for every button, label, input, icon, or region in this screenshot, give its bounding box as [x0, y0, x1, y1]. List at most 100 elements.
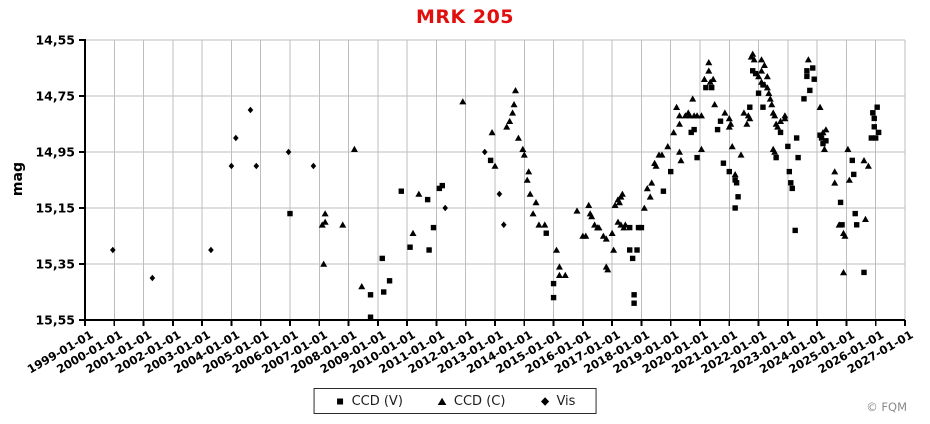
data-point-ccd-c [585, 201, 593, 208]
data-point-ccd-c [618, 190, 626, 197]
svg-text:15,55: 15,55 [35, 313, 75, 328]
data-point-ccd-c [595, 224, 603, 231]
data-point-ccd-v [631, 292, 637, 298]
data-point-ccd-v [386, 278, 393, 284]
data-point-vis [247, 106, 254, 114]
data-point-ccd-c [860, 157, 868, 164]
data-point-ccd-v [688, 129, 694, 136]
data-point-ccd-v [714, 126, 721, 133]
legend-item-ccd-v: CCD (V) [335, 394, 403, 409]
data-point-ccd-c [709, 75, 717, 82]
data-point-ccd-c [615, 199, 623, 206]
data-point-ccd-c [831, 168, 839, 175]
data-point-ccd-v [747, 104, 753, 110]
data-point-ccd-v [795, 154, 801, 161]
data-point-ccd-c [541, 221, 549, 228]
data-point-vis [228, 162, 235, 170]
data-point-ccd-v [733, 180, 740, 186]
data-point-vis [442, 204, 449, 212]
data-point-ccd-v [287, 210, 293, 217]
data-point-ccd-c [774, 123, 782, 130]
data-point-ccd-c [705, 59, 713, 66]
data-point-ccd-c [749, 50, 757, 57]
data-point-ccd-c [711, 101, 719, 108]
data-point-ccd-c [555, 271, 563, 278]
data-point-ccd-v [773, 154, 779, 161]
data-point-ccd-v [638, 224, 645, 231]
data-point-ccd-v [873, 135, 879, 141]
data-point-ccd-c [320, 260, 328, 267]
data-point-ccd-c [763, 84, 771, 91]
data-point-ccd-c [321, 218, 329, 225]
data-point-ccd-v [629, 255, 636, 262]
data-point-ccd-c [582, 232, 590, 239]
data-point-vis [481, 148, 488, 156]
data-point-ccd-c [768, 101, 776, 108]
data-point-ccd-v [785, 143, 791, 150]
data-point-ccd-v [777, 129, 784, 136]
data-point-ccd-c [652, 162, 660, 169]
data-point-ccd-c [781, 115, 789, 122]
data-point-ccd-c [673, 103, 681, 110]
data-point-ccd-v [550, 280, 557, 287]
data-point-ccd-c [777, 117, 785, 124]
data-point-ccd-c [514, 134, 522, 141]
data-point-ccd-c [358, 283, 366, 290]
data-point-ccd-c [520, 151, 528, 158]
data-point-ccd-v [849, 157, 855, 164]
data-point-ccd-c [728, 143, 736, 150]
data-point-ccd-c [459, 98, 467, 105]
data-point-ccd-c [621, 221, 629, 228]
data-point-ccd-v [874, 104, 880, 110]
data-point-ccd-c [844, 145, 852, 152]
data-point-ccd-v [870, 110, 876, 116]
data-point-ccd-v [837, 199, 844, 206]
data-point-ccd-v [732, 177, 738, 183]
data-point-ccd-v [720, 160, 727, 166]
data-point-ccd-v [627, 224, 633, 231]
data-point-ccd-v [430, 224, 437, 231]
data-point-ccd-v [871, 124, 877, 130]
chart-title: MRK 205 [415, 6, 515, 28]
data-point-ccd-v [726, 168, 732, 175]
data-point-ccd-c [816, 103, 824, 110]
data-point-ccd-v [627, 247, 633, 253]
data-point-ccd-c [525, 168, 533, 175]
data-point-ccd-c [664, 143, 672, 150]
series-ccd-c [318, 50, 872, 290]
data-point-ccd-v [752, 70, 759, 77]
data-point-ccd-v [398, 188, 404, 194]
data-point-ccd-c [553, 246, 560, 253]
data-point-ccd-c [409, 229, 417, 236]
svg-text:15,15: 15,15 [35, 201, 75, 216]
data-point-ccd-c [339, 221, 347, 228]
data-point-ccd-c [611, 201, 619, 208]
data-point-ccd-v [818, 135, 825, 141]
data-point-ccd-c [602, 235, 610, 242]
data-point-vis [285, 148, 292, 156]
data-point-ccd-c [760, 81, 768, 88]
data-point-ccd-c [700, 75, 708, 82]
legend: CCD (V) CCD (C) Vis [313, 388, 597, 414]
data-point-ccd-v [788, 180, 794, 186]
data-point-ccd-v [792, 227, 798, 234]
data-point-ccd-c [321, 210, 329, 217]
legend-item-label: CCD (V) [351, 393, 403, 409]
data-point-ccd-v [426, 247, 432, 253]
data-point-ccd-c [686, 112, 694, 119]
data-point-ccd-c [771, 148, 779, 155]
gridlines [84, 39, 906, 321]
diamond-marker-icon [540, 396, 550, 406]
data-point-ccd-v [436, 185, 443, 192]
data-point-vis [208, 246, 214, 254]
data-point-ccd-v [381, 289, 387, 295]
data-point-ccd-v [875, 129, 882, 136]
data-point-ccd-c [758, 56, 765, 63]
data-point-ccd-v [668, 168, 674, 175]
data-point-ccd-c [820, 145, 828, 152]
data-point-vis [310, 162, 317, 170]
data-point-ccd-v [367, 292, 374, 298]
data-point-ccd-c [588, 213, 596, 220]
data-point-ccd-c [503, 123, 511, 130]
